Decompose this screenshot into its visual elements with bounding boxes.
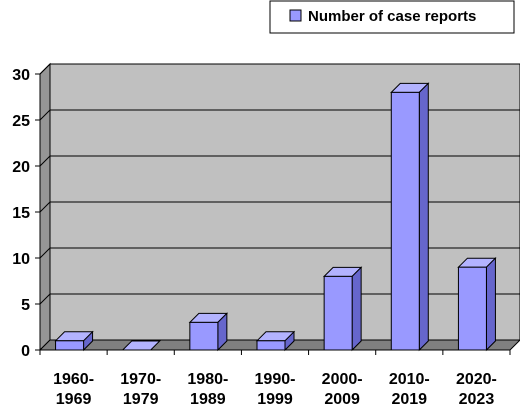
- gridline-side: [39, 155, 51, 167]
- y-tick-label: 0: [21, 343, 30, 360]
- bars: [54, 82, 497, 352]
- y-tick-label: 5: [21, 297, 30, 314]
- bar-front: [55, 340, 85, 351]
- x-tick-label: 2000-2009: [322, 371, 363, 408]
- bar: [390, 82, 430, 352]
- bar: [188, 312, 229, 352]
- gridline-side: [39, 109, 51, 121]
- gridline-side: [39, 247, 51, 259]
- legend-box: [269, 0, 515, 34]
- y-tick-label: 30: [12, 67, 30, 84]
- bar-front: [390, 91, 420, 351]
- x-tick-label: 2010-2019: [389, 371, 430, 408]
- y-tick-label: 25: [12, 113, 30, 130]
- legend-swatch: [289, 9, 302, 22]
- y-tick-label: 15: [12, 205, 30, 222]
- bar-front: [457, 266, 487, 351]
- x-tick-label: 1990-1999: [255, 371, 296, 408]
- bar-front: [189, 321, 219, 351]
- x-tick-label: 1960-1969: [53, 371, 94, 408]
- legend-label: Number of case reports: [308, 8, 476, 25]
- bar-side: [351, 266, 362, 352]
- bar-front: [323, 275, 353, 351]
- bar-front: [256, 340, 286, 351]
- x-axis: 1960-1969 1970-1979 1980-1989 1990-1999 2000…: [39, 349, 511, 408]
- gridline-side: [39, 201, 51, 213]
- bar-side: [418, 82, 429, 352]
- plot-area: [38, 62, 520, 352]
- legend: Number of case reports: [269, 0, 515, 34]
- gridline-side: [39, 63, 51, 75]
- y-axis: 0 5 10 15 20 25 30: [12, 67, 41, 360]
- x-tick-label: 2020-2023: [456, 371, 497, 408]
- gridline-side: [39, 293, 51, 305]
- bar: [54, 330, 94, 352]
- bar: [322, 266, 363, 352]
- y-tick-label: 20: [12, 159, 30, 176]
- x-tick-label: 1970-1979: [120, 371, 161, 408]
- bar: [457, 256, 497, 352]
- bar-side: [485, 256, 496, 352]
- x-tick-label: 1980-1989: [187, 371, 228, 408]
- y-tick-label: 10: [12, 251, 30, 268]
